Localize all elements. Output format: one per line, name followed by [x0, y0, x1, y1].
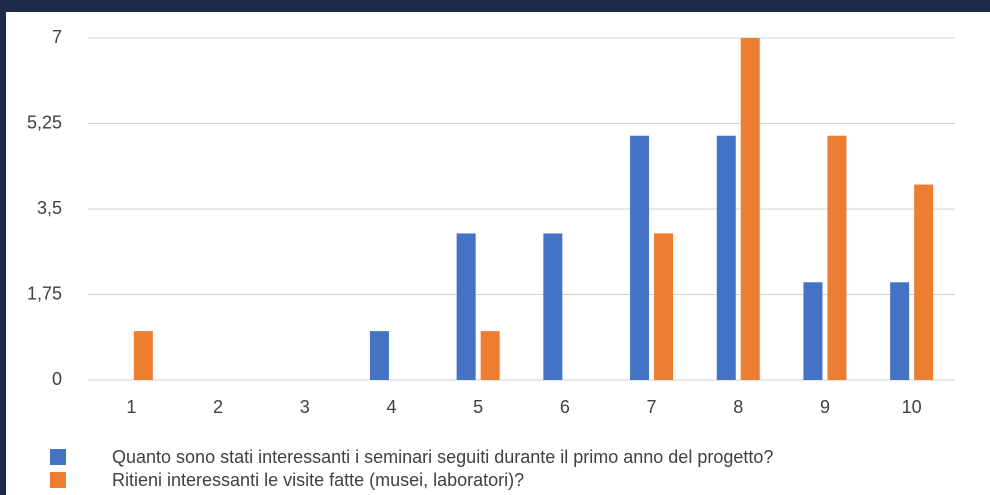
y-tick-label: 5,25	[27, 112, 62, 132]
legend-swatch	[50, 449, 66, 465]
bar	[654, 233, 674, 380]
x-tick-label: 7	[647, 397, 657, 417]
y-tick-label: 3,5	[37, 198, 62, 218]
x-tick-label: 9	[820, 397, 830, 417]
bar	[803, 282, 823, 380]
bar	[369, 331, 389, 380]
y-tick-label: 1,75	[27, 283, 62, 303]
chart-background	[6, 12, 990, 495]
bar	[630, 135, 650, 380]
x-tick-label: 2	[213, 397, 223, 417]
bar	[480, 331, 500, 380]
bar	[716, 135, 736, 380]
x-tick-label: 8	[733, 397, 743, 417]
bar	[133, 331, 153, 380]
bar	[543, 233, 563, 380]
bar	[456, 233, 476, 380]
legend-label: Quanto sono stati interessanti i seminar…	[112, 447, 773, 467]
x-tick-label: 5	[473, 397, 483, 417]
x-tick-label: 1	[126, 397, 136, 417]
bar	[914, 184, 934, 380]
x-tick-label: 4	[386, 397, 396, 417]
x-tick-label: 10	[902, 397, 922, 417]
legend-label: Ritieni interessanti le visite fatte (mu…	[112, 470, 524, 490]
bar	[890, 282, 910, 380]
x-tick-label: 3	[300, 397, 310, 417]
y-tick-label: 0	[52, 369, 62, 389]
y-tick-label: 7	[52, 27, 62, 47]
x-tick-label: 6	[560, 397, 570, 417]
bar	[740, 38, 760, 380]
legend-swatch	[50, 472, 66, 488]
bar	[827, 135, 847, 380]
